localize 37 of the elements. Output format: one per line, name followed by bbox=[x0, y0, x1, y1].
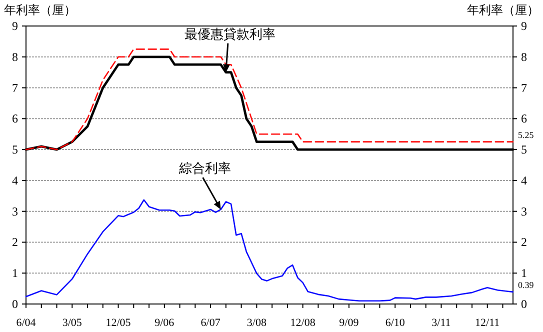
y-tick-label: 8 bbox=[12, 50, 18, 64]
x-tick-label: 12/05 bbox=[106, 317, 132, 329]
y2-tick-label: 8 bbox=[521, 50, 527, 64]
y-tick-label: 4 bbox=[12, 173, 18, 188]
y2-tick-label: 3 bbox=[521, 204, 527, 218]
y-tick-label: 0 bbox=[12, 297, 18, 311]
y-tick-label: 5 bbox=[12, 142, 18, 157]
x-tick-label: 6/07 bbox=[200, 317, 221, 329]
y-axis-title: 年利率（厘） bbox=[4, 3, 76, 17]
y-tick-label: 3 bbox=[12, 204, 18, 218]
y2-tick-label: 2 bbox=[521, 235, 527, 250]
y2-tick-label: 1 bbox=[521, 266, 527, 280]
y-tick-label: 9 bbox=[12, 19, 18, 33]
x-tick-label: 9/09 bbox=[339, 317, 360, 329]
x-tick-label: 6/04 bbox=[16, 317, 36, 329]
x-tick-label: 3/05 bbox=[62, 317, 82, 329]
x-tick-label: 6/10 bbox=[385, 317, 406, 329]
y-tick-label: 7 bbox=[12, 80, 18, 95]
x-tick-label: 12/08 bbox=[290, 317, 316, 329]
y2-axis-title: 年利率（厘） bbox=[467, 3, 539, 17]
y-tick-label: 6 bbox=[12, 112, 18, 126]
y2-tick-label: 5 bbox=[521, 142, 527, 157]
annotation: 5.25 bbox=[518, 130, 534, 140]
y-tick-label: 1 bbox=[12, 266, 18, 280]
x-tick-label: 3/11 bbox=[432, 317, 451, 329]
annotation: 綜合利率 bbox=[178, 160, 231, 176]
x-tick-label: 3/08 bbox=[246, 317, 267, 329]
annotation: 0.39 bbox=[518, 280, 534, 290]
y-tick-label: 2 bbox=[12, 235, 18, 250]
y2-tick-label: 0 bbox=[521, 297, 527, 311]
y2-tick-label: 9 bbox=[521, 19, 527, 33]
x-tick-label: 9/06 bbox=[154, 317, 175, 329]
y2-tick-label: 6 bbox=[521, 112, 527, 126]
annotation: 最優惠貸款利率 bbox=[184, 26, 276, 42]
y2-tick-label: 4 bbox=[521, 173, 527, 188]
x-tick-label: 12/11 bbox=[475, 317, 500, 329]
y2-tick-label: 7 bbox=[521, 80, 527, 95]
